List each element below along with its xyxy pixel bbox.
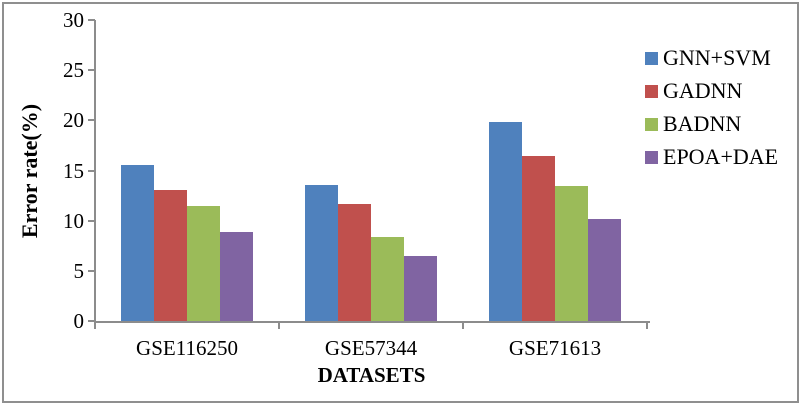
bar-gadnn xyxy=(154,190,187,321)
y-tick-mark xyxy=(88,19,95,21)
bar-gadnn xyxy=(522,156,555,321)
y-tick-label: 20 xyxy=(63,108,84,133)
bar-gnn-svm xyxy=(121,165,154,321)
y-axis-title: Error rate(%) xyxy=(17,103,42,239)
category-label: GSE116250 xyxy=(136,336,238,360)
x-axis-title: DATASETS xyxy=(317,363,426,387)
y-tick-label: 25 xyxy=(63,58,84,83)
legend-swatch-icon xyxy=(645,51,658,65)
legend-swatch-icon xyxy=(645,117,658,131)
bar-badnn xyxy=(371,237,404,321)
legend-label: GNN+SVM xyxy=(663,45,771,70)
bar-epoa-dae xyxy=(404,256,437,321)
y-tick-mark xyxy=(88,119,95,122)
x-tick-mark xyxy=(278,321,280,329)
legend-item: EPOA+DAE xyxy=(645,145,778,169)
y-tick-mark xyxy=(88,269,95,272)
y-tick-label: 15 xyxy=(63,158,84,183)
category-label: GSE71613 xyxy=(508,336,602,360)
legend-item: GNN+SVM xyxy=(645,46,778,70)
legend-swatch-icon xyxy=(645,150,658,164)
legend-label: GADNN xyxy=(663,78,743,103)
x-tick-mark xyxy=(646,321,648,329)
bar-gnn-svm xyxy=(305,185,338,321)
y-tick-label: 30 xyxy=(63,8,84,32)
bar-badnn xyxy=(187,206,220,321)
x-axis-line xyxy=(94,321,650,323)
bar-gnn-svm xyxy=(489,122,522,321)
y-tick-label: 5 xyxy=(73,258,85,283)
y-tick-mark xyxy=(88,69,95,72)
x-tick-mark xyxy=(94,321,96,329)
bar-gadnn xyxy=(338,204,371,321)
y-tick-mark xyxy=(88,320,95,322)
y-tick-label: 10 xyxy=(63,208,84,233)
legend-item: GADNN xyxy=(645,79,778,103)
x-tick-mark xyxy=(462,321,464,329)
y-tick-label: 0 xyxy=(73,309,85,333)
bar-badnn xyxy=(555,186,588,321)
y-tick-mark xyxy=(88,219,95,222)
category-label: GSE57344 xyxy=(324,336,418,360)
bar-epoa-dae xyxy=(220,232,253,321)
legend-label: EPOA+DAE xyxy=(663,144,779,169)
legend-item: BADNN xyxy=(645,112,778,136)
y-axis-line xyxy=(94,20,96,323)
bar-epoa-dae xyxy=(588,219,621,321)
legend-swatch-icon xyxy=(645,84,658,98)
legend: GNN+SVM GADNN BADNN EPOA+DAE xyxy=(645,46,778,178)
legend-label: BADNN xyxy=(663,111,742,136)
y-tick-mark xyxy=(88,169,95,172)
